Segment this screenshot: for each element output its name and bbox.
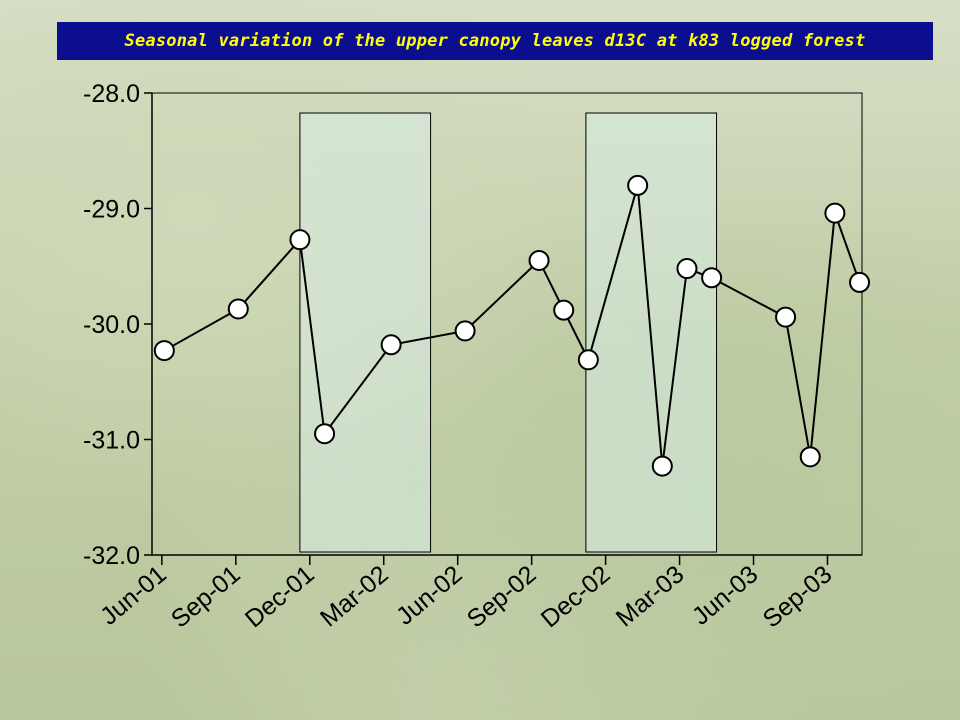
y-axis-ticks: -28.0 -29.0 -30.0 -31.0 -32.0 [83,80,152,570]
chart-title-banner: Seasonal variation of the upper canopy l… [57,22,933,60]
series-line [163,185,861,467]
chart-title: Seasonal variation of the upper canopy l… [124,31,866,51]
data-point [799,446,821,468]
data-point [676,258,698,280]
y-tick-label: -31.0 [83,427,140,455]
x-tick-label: Jun-01 [95,560,172,631]
x-tick-label: Jun-03 [687,560,764,631]
y-tick-label: -28.0 [83,80,140,108]
data-point [289,229,311,251]
y-tick-label: -32.0 [83,542,140,570]
data-point [651,455,673,477]
x-tick-label: Mar-02 [315,560,394,632]
data-point [227,298,249,320]
data-point [314,423,336,445]
shaded-periods [299,112,718,553]
data-point [775,306,797,328]
data-point [153,340,175,362]
data-point [701,267,723,289]
x-tick-label: Sep-03 [758,560,838,633]
x-axis-ticks: Jun-01Sep-01Dec-01Mar-02Jun-02Sep-02Dec-… [95,555,837,633]
data-point [577,349,599,371]
data-point [454,320,476,342]
x-tick-label: Dec-02 [536,560,616,633]
data-point [627,174,649,196]
shaded-period-1 [299,112,432,553]
series-layer [153,174,871,477]
x-tick-label: Sep-02 [462,560,542,633]
x-tick-label: Dec-01 [240,560,320,633]
plot-area-frame [151,92,863,556]
data-point [824,202,846,224]
data-point [849,271,871,293]
y-tick-label: -29.0 [83,196,140,224]
x-tick-label: Mar-03 [611,560,690,632]
data-point [528,249,550,271]
y-tick-label: -30.0 [83,311,140,339]
data-point [380,334,402,356]
x-tick-label: Jun-02 [391,560,468,631]
data-point [553,299,575,321]
x-tick-label: Sep-01 [166,560,246,633]
